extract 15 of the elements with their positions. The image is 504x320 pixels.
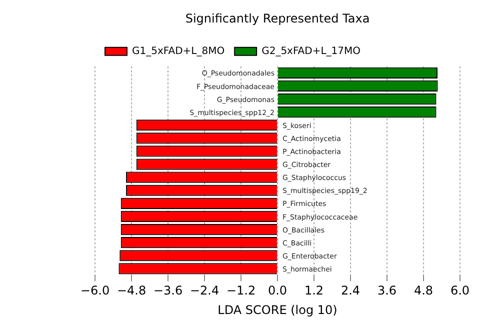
x-tick-label: 4.8 <box>414 284 434 298</box>
chart-title: Significantly Represented Taxa <box>185 11 370 26</box>
x-tick-label: 3.6 <box>377 284 397 298</box>
legend-label: G2_5xFAD+L_17MO <box>262 46 361 57</box>
x-tick-label: 2.4 <box>340 284 360 298</box>
x-tick-label: −2.4 <box>190 284 220 298</box>
x-tick-label: −3.6 <box>153 284 183 298</box>
legend-label: G1_5xFAD+L_8MO <box>132 46 225 57</box>
x-tick-label: −6.0 <box>80 284 110 298</box>
x-tick-label: 1.2 <box>304 284 324 298</box>
x-tick-label: −1.2 <box>226 284 256 298</box>
x-axis-title: LDA SCORE (log 10) <box>218 302 338 317</box>
x-tick-label: 6.0 <box>450 284 470 298</box>
x-tick-label: 0.0 <box>268 284 288 298</box>
x-tick-label: −4.8 <box>116 284 146 298</box>
